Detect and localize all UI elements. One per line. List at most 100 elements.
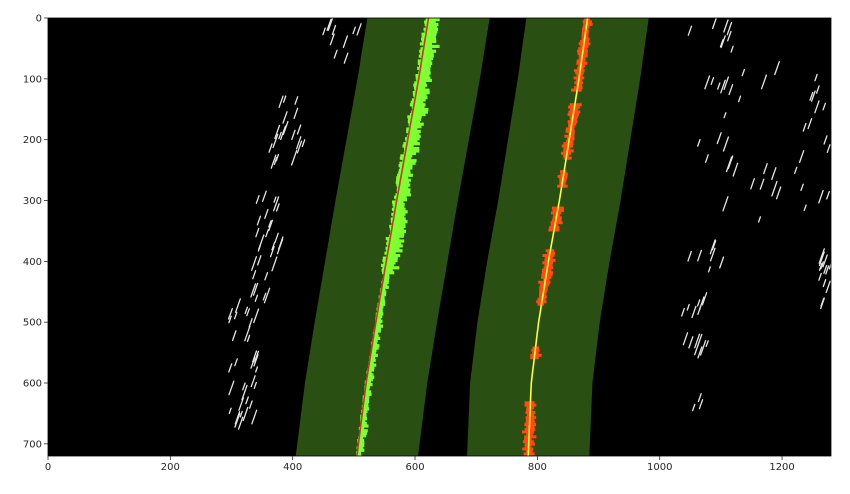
lane-pixel-left: [371, 346, 379, 350]
lane-pixel-left: [405, 137, 420, 141]
x-tick-label: 0: [45, 462, 51, 473]
noise-streak: [231, 330, 237, 342]
lane-pixel-left: [398, 164, 413, 168]
lane-pixel-left: [417, 59, 432, 63]
noise-streak: [750, 178, 755, 190]
noise-streak: [701, 292, 708, 306]
lane-pixel-left: [383, 261, 396, 265]
lane-pixel-left: [357, 439, 365, 443]
noise-streak: [268, 143, 273, 153]
lane-pixel-left: [425, 18, 440, 22]
lane-pixel-left: [375, 322, 381, 326]
noise-streak: [818, 248, 825, 264]
noise-streak: [798, 150, 805, 164]
lane-pixel-left: [368, 363, 377, 367]
noise-streak: [251, 256, 258, 271]
lane-pixel-left: [360, 424, 369, 428]
lane-pixel-right: [542, 254, 555, 257]
noise-streak: [356, 23, 362, 36]
noise-streak: [242, 382, 246, 391]
lane-pixel-left: [420, 47, 433, 51]
lane-pixel-left: [411, 105, 425, 109]
noise-streak: [238, 397, 245, 411]
noise-streak: [273, 196, 280, 212]
lane-pixel-left: [393, 205, 405, 209]
lane-pixel-left: [382, 266, 400, 270]
lane-pixel-left: [356, 446, 364, 450]
lane-pixel-left: [359, 431, 367, 435]
lane-pixel-right: [560, 170, 567, 174]
lane-pixel-right: [561, 151, 572, 155]
noise-streak: [722, 196, 729, 212]
lane-pixel-left: [413, 83, 428, 87]
lane-pixel-left: [400, 154, 413, 158]
noise-streak: [727, 30, 732, 42]
noise-streak: [794, 166, 798, 174]
noise-streak: [246, 334, 251, 343]
lane-pixel-left: [420, 56, 433, 61]
noise-streak: [694, 343, 699, 356]
lane-pixel-left: [389, 224, 406, 228]
noise-streak: [818, 272, 822, 281]
noise-streak: [248, 400, 253, 409]
noise-streak: [255, 227, 260, 238]
noise-streak: [822, 254, 828, 268]
noise-pixels-layer: [227, 18, 831, 430]
noise-streak: [723, 76, 730, 90]
noise-streak: [333, 49, 338, 59]
lane-pixel-right: [563, 147, 571, 150]
lane-pixel-left: [369, 358, 376, 362]
noise-streak: [710, 77, 715, 85]
lane-pixel-right: [581, 37, 590, 41]
lane-pixel-left: [392, 215, 405, 219]
lane-pixel-left: [360, 417, 367, 421]
lane-pixel-left: [375, 312, 384, 316]
noise-streak: [711, 240, 717, 251]
noise-streak: [254, 294, 259, 302]
noise-streak: [737, 95, 742, 103]
lane-pixel-left: [382, 278, 389, 282]
lane-pixel-left: [415, 74, 430, 78]
noise-streak: [275, 203, 280, 212]
lane-pixel-right: [525, 449, 533, 453]
lane-pixel-left: [419, 42, 432, 46]
x-tick-label: 1000: [647, 462, 672, 473]
noise-streak: [697, 333, 703, 346]
lane-pixel-left: [380, 293, 387, 297]
lane-pixel-right: [544, 258, 556, 262]
lane-pixel-left: [367, 375, 375, 379]
lane-pixel-left: [371, 341, 378, 345]
noise-streak: [707, 266, 711, 273]
noise-streak: [814, 73, 818, 82]
lane-pixel-right: [563, 156, 572, 160]
noise-streak: [242, 406, 249, 422]
noise-streak: [234, 411, 241, 425]
x-axis: 0 200 400 600 800 1000 1200: [45, 456, 795, 473]
noise-streak: [694, 333, 701, 349]
lane-pixel-left: [367, 373, 374, 377]
noise-streak: [262, 292, 267, 301]
lane-pixel-left: [397, 190, 411, 194]
noise-streak: [255, 195, 260, 204]
x-tick-label: 600: [405, 462, 424, 473]
lane-pixel-left: [381, 280, 389, 284]
noise-streak: [730, 45, 734, 53]
lane-pixel-left: [418, 69, 431, 73]
lane-pixel-left: [358, 426, 365, 430]
lane-pixel-left: [383, 275, 390, 280]
lane-pixel-left: [393, 210, 408, 214]
lane-pixel-left: [399, 166, 413, 170]
lane-pixel-right: [526, 425, 535, 429]
noise-streak: [343, 52, 349, 64]
lane-pixel-left: [375, 314, 383, 319]
noise-streak: [681, 307, 685, 317]
plot-frame: [47, 17, 832, 457]
lane-pixel-right: [523, 452, 535, 456]
noise-streak: [705, 340, 709, 348]
noise-streak: [233, 311, 238, 320]
noise-streak: [823, 264, 828, 274]
noise-streak: [228, 380, 235, 396]
lane-pixel-left: [369, 356, 376, 360]
noise-streak: [278, 131, 282, 140]
noise-streak: [301, 139, 306, 148]
